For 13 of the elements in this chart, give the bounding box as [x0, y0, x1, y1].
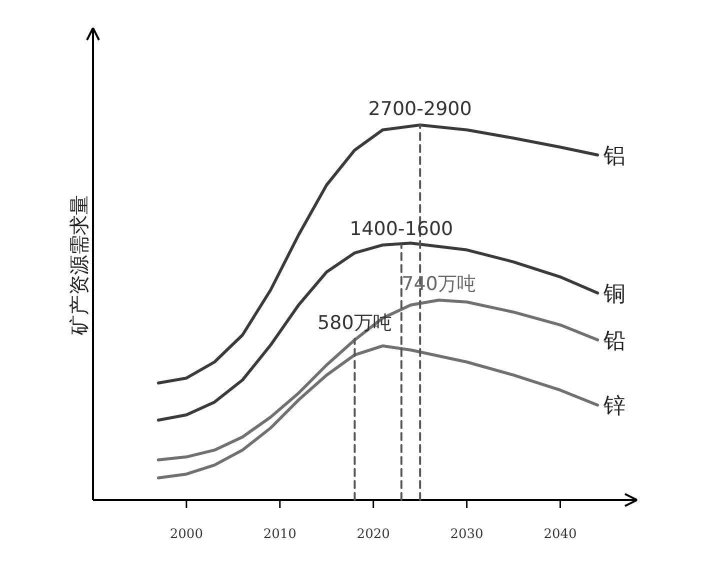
- x-tick-label: 2040: [544, 527, 577, 542]
- annotation: 1400-1600: [350, 218, 454, 240]
- x-tick-label: 2020: [356, 527, 390, 542]
- series-label: 铝: [602, 144, 626, 169]
- x-tick-label: 2010: [263, 527, 296, 542]
- annotation: 2700-2900: [368, 98, 472, 120]
- series-label: 铜: [602, 282, 626, 307]
- series-label: 锌: [602, 394, 626, 420]
- x-tick-label: 2000: [170, 527, 203, 542]
- x-tick-label: 2030: [450, 527, 484, 542]
- annotation: 740万吨: [402, 273, 476, 296]
- y-axis-title: 矿产资源需求量: [67, 195, 91, 336]
- series-label: 铅: [602, 328, 626, 354]
